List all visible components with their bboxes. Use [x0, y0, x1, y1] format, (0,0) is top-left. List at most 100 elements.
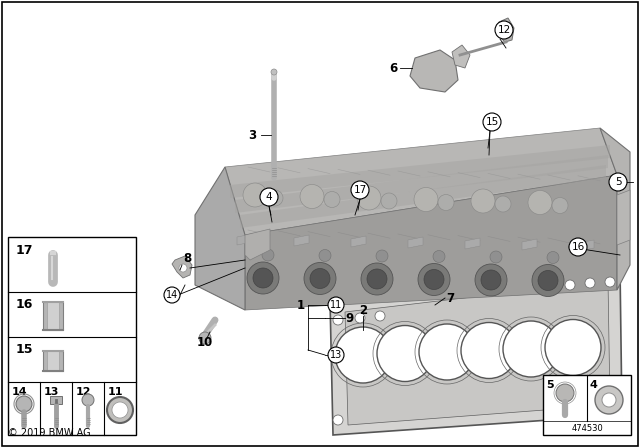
Polygon shape: [465, 238, 480, 249]
Polygon shape: [245, 229, 270, 260]
Circle shape: [328, 297, 344, 313]
Circle shape: [438, 194, 454, 211]
Text: 17: 17: [353, 185, 367, 195]
Polygon shape: [240, 165, 606, 228]
Text: 15: 15: [485, 117, 499, 127]
Circle shape: [495, 21, 513, 39]
Polygon shape: [452, 45, 470, 68]
Bar: [50, 396, 62, 404]
Polygon shape: [330, 268, 622, 435]
Text: 14: 14: [12, 387, 28, 397]
Circle shape: [565, 393, 575, 403]
Text: 10: 10: [197, 336, 213, 349]
Circle shape: [602, 393, 616, 407]
Circle shape: [361, 263, 393, 295]
Circle shape: [585, 278, 595, 288]
Circle shape: [528, 190, 552, 215]
Polygon shape: [522, 239, 537, 250]
Circle shape: [243, 183, 267, 207]
Polygon shape: [172, 256, 192, 278]
Bar: [47, 302, 59, 330]
Text: 14: 14: [166, 290, 178, 300]
Circle shape: [179, 264, 187, 272]
Circle shape: [503, 321, 559, 377]
Polygon shape: [351, 236, 366, 247]
Circle shape: [569, 238, 587, 256]
Circle shape: [433, 250, 445, 263]
Circle shape: [414, 188, 438, 211]
Text: 11: 11: [330, 300, 342, 310]
Circle shape: [260, 188, 278, 206]
Polygon shape: [579, 240, 594, 251]
Text: 3: 3: [248, 129, 256, 142]
Text: 12: 12: [497, 25, 511, 35]
Circle shape: [319, 250, 331, 262]
Bar: [543, 375, 631, 435]
Circle shape: [490, 251, 502, 263]
Text: 4: 4: [266, 192, 272, 202]
Circle shape: [335, 327, 391, 383]
Polygon shape: [408, 237, 423, 248]
Text: 6: 6: [389, 61, 397, 74]
Text: 4: 4: [590, 380, 598, 390]
Circle shape: [199, 332, 211, 344]
Circle shape: [253, 268, 273, 288]
Text: © 2019 BMW AG: © 2019 BMW AG: [8, 428, 91, 438]
Circle shape: [461, 323, 517, 379]
Polygon shape: [294, 235, 309, 246]
Text: 5: 5: [546, 380, 554, 390]
Circle shape: [367, 269, 387, 289]
Circle shape: [375, 311, 385, 321]
Text: 13: 13: [330, 350, 342, 360]
Text: 11: 11: [108, 387, 124, 397]
Circle shape: [495, 196, 511, 212]
Circle shape: [112, 402, 128, 418]
Circle shape: [556, 384, 574, 402]
Text: 8: 8: [183, 251, 191, 264]
Circle shape: [538, 271, 558, 290]
Polygon shape: [237, 234, 252, 245]
Circle shape: [595, 386, 623, 414]
Bar: [43, 351, 63, 371]
Polygon shape: [498, 18, 514, 42]
Circle shape: [82, 394, 94, 406]
Circle shape: [357, 186, 381, 210]
Circle shape: [545, 319, 601, 375]
Circle shape: [107, 397, 133, 423]
Circle shape: [333, 415, 343, 425]
Polygon shape: [225, 128, 617, 235]
Circle shape: [565, 280, 575, 290]
Circle shape: [16, 396, 32, 412]
Circle shape: [377, 326, 433, 382]
Bar: [8, 237, 136, 435]
Circle shape: [355, 313, 365, 323]
Bar: [47, 351, 59, 371]
Text: 9: 9: [345, 311, 353, 324]
Circle shape: [552, 198, 568, 214]
Text: 474530: 474530: [571, 423, 603, 432]
Circle shape: [304, 263, 336, 294]
Circle shape: [475, 264, 507, 296]
Circle shape: [300, 185, 324, 208]
Circle shape: [547, 251, 559, 263]
Circle shape: [247, 262, 279, 294]
Text: 15: 15: [16, 343, 33, 356]
Text: 1: 1: [297, 298, 305, 311]
Polygon shape: [617, 190, 630, 245]
Circle shape: [376, 250, 388, 262]
Circle shape: [532, 264, 564, 297]
Circle shape: [324, 191, 340, 207]
Polygon shape: [195, 167, 245, 310]
Text: 5: 5: [614, 177, 621, 187]
Text: 12: 12: [76, 387, 92, 397]
Circle shape: [333, 315, 343, 325]
Circle shape: [481, 270, 501, 290]
Circle shape: [424, 270, 444, 289]
Text: 17: 17: [16, 244, 33, 257]
Circle shape: [483, 113, 501, 131]
Text: 16: 16: [16, 298, 33, 311]
Circle shape: [271, 69, 277, 75]
Circle shape: [310, 268, 330, 289]
Text: 2: 2: [359, 303, 367, 316]
Circle shape: [328, 347, 344, 363]
